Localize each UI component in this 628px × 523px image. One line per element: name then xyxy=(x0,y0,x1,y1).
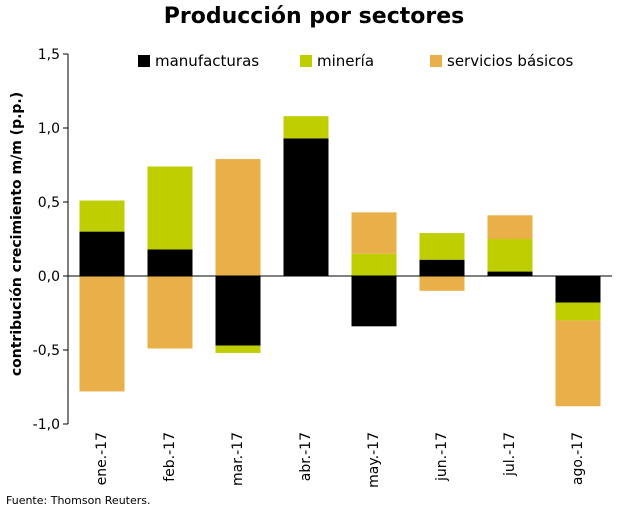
x-tick-label: ago.-17 xyxy=(570,432,586,485)
legend-swatch xyxy=(300,55,312,67)
bar-miner-a-1 xyxy=(79,200,125,232)
bar-miner-a-2 xyxy=(147,166,193,250)
legend-label: minería xyxy=(317,52,374,70)
bar-manufacturas-1 xyxy=(79,231,125,276)
bar-miner-a-3 xyxy=(215,345,261,353)
legend-label: servicios básicos xyxy=(447,52,574,70)
y-tick-label: -0,5 xyxy=(33,343,60,359)
x-tick-label: jun.-17 xyxy=(434,432,450,482)
bar-servicios-b-sicos-8 xyxy=(555,320,601,407)
legend-swatch xyxy=(430,55,442,67)
y-tick-label: 1,5 xyxy=(38,47,60,63)
y-axis-label: contribución crecimiento m/m (p.p.) xyxy=(9,92,25,376)
x-tick-label: ene.-17 xyxy=(94,432,110,485)
bar-manufacturas-3 xyxy=(215,276,261,346)
x-tick-label: may.-17 xyxy=(366,432,382,488)
bar-miner-a-4 xyxy=(283,116,329,139)
plot-area: -1,0 -0,5 0,0 0,5 1,0 1,5 ene.-17 feb.-17 mar.-1… xyxy=(33,47,612,488)
bar-manufacturas-2 xyxy=(147,249,193,276)
legend-label: manufacturas xyxy=(155,52,259,70)
bar-servicios-b-sicos-3 xyxy=(215,159,261,276)
bar-miner-a-6 xyxy=(419,233,465,260)
bar-servicios-b-sicos-5 xyxy=(351,212,397,254)
bar-servicios-b-sicos-7 xyxy=(487,215,533,239)
y-tick-label: -1,0 xyxy=(33,417,60,433)
x-tick-label: abr.-17 xyxy=(298,432,314,481)
legend-swatch xyxy=(138,55,150,67)
y-tick-label: 0,5 xyxy=(38,195,60,211)
bar-manufacturas-7 xyxy=(487,271,533,276)
bar-manufacturas-6 xyxy=(419,259,465,276)
bar-servicios-b-sicos-1 xyxy=(79,276,125,392)
bar-manufacturas-4 xyxy=(283,138,329,276)
bar-manufacturas-8 xyxy=(555,276,601,303)
x-tick-label: mar.-17 xyxy=(230,432,246,486)
source-note: Fuente: Thomson Reuters. xyxy=(6,494,151,507)
bar-servicios-b-sicos-6 xyxy=(419,276,465,291)
x-tick-label: feb.-17 xyxy=(162,432,178,482)
legend: manufacturas minería servicios básicos xyxy=(138,52,574,70)
bar-miner-a-7 xyxy=(487,239,533,272)
bar-manufacturas-5 xyxy=(351,276,397,327)
bar-miner-a-8 xyxy=(555,302,601,321)
y-tick-label: 1,0 xyxy=(38,121,60,137)
bar-miner-a-5 xyxy=(351,253,397,276)
x-tick-label: jul.-17 xyxy=(502,432,518,477)
chart-title: Producción por sectores xyxy=(163,4,465,29)
bar-servicios-b-sicos-2 xyxy=(147,276,193,349)
y-tick-label: 0,0 xyxy=(38,269,60,285)
